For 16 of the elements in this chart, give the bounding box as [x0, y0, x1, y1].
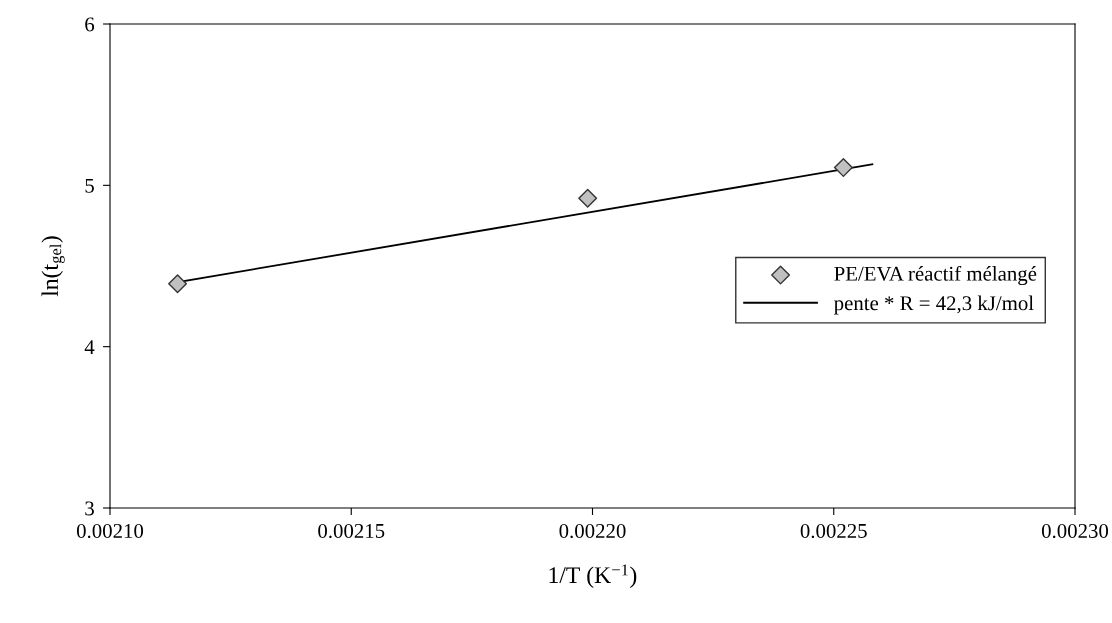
- y-tick-label: 5: [85, 178, 94, 193]
- point: [168, 274, 188, 294]
- legend-label: PE/EVA réactif mélangé: [834, 265, 1037, 286]
- x-tick-label: 0.00210: [76, 523, 144, 539]
- legend-label: pente * R = 42,3 kJ/mol: [834, 295, 1034, 315]
- x-tick-label: 0.00215: [318, 523, 385, 539]
- y-axis-title: ln(t$_{gel}$): [41, 236, 65, 297]
- x-axis-title: 1/T (K$^{−1}$): [549, 564, 637, 588]
- point: [578, 188, 598, 208]
- x-tick-label: 0.00225: [800, 523, 867, 539]
- x-tick-label: 0.00230: [1041, 523, 1109, 539]
- y-tick-label: 4: [84, 340, 95, 354]
- y-tick-label: 3: [85, 501, 94, 516]
- x-tick-label: 0.00220: [559, 523, 626, 539]
- point: [833, 158, 853, 178]
- y-tick-label: 6: [85, 17, 95, 32]
